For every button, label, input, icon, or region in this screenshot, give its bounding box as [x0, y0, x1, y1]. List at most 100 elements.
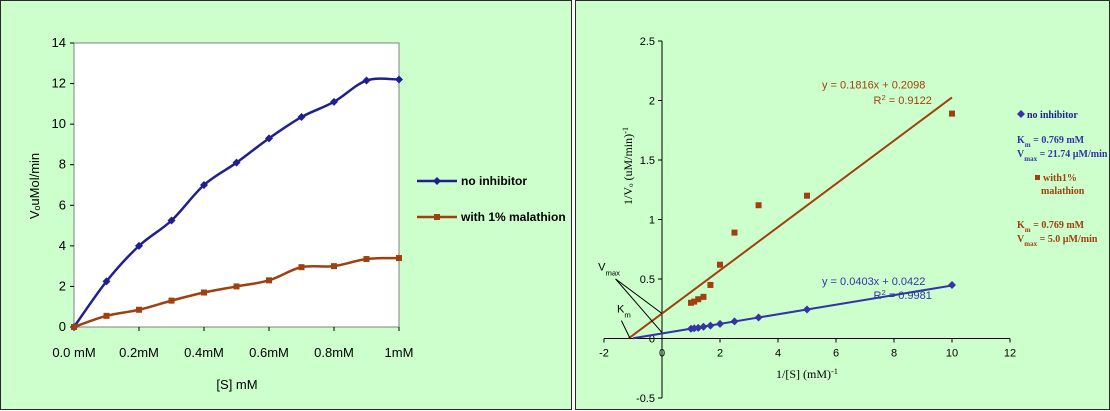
data-point: [755, 202, 762, 209]
data-point: [948, 280, 956, 289]
vmax-annotation: Vmax: [598, 262, 620, 278]
lineweaver-burk-panel: -2 0 2 4 6 8 10 12 -0.5 0 0.5 1 1.5 2 2.5 1/[S] (mM)-1 1…: [575, 0, 1110, 410]
x-tick-label: 2: [717, 348, 723, 360]
legend-marker: [1035, 175, 1040, 180]
data-point: [730, 317, 739, 326]
x-tick-label: 10: [946, 348, 958, 360]
data-point: [103, 312, 110, 319]
plot-area: [73, 42, 400, 328]
data-point: [717, 261, 723, 268]
data-point: [266, 277, 272, 284]
lineweaver-burk-chart: -2 0 2 4 6 8 10 12 -0.5 0 0.5 1 1.5 2 2.5 1/[S] (mM)-1 1…: [598, 36, 1108, 405]
y-tick-label: 1: [649, 215, 655, 227]
legend-marker: [433, 177, 441, 185]
data-point: [803, 305, 811, 314]
vmax-value-malathion: Vmax = 5.0 µM/min: [1017, 234, 1098, 248]
y-tick-label: 10: [52, 116, 66, 131]
data-point: [804, 192, 810, 199]
data-point: [167, 216, 176, 225]
y-axis-title: 1/Vₒ (uM/min)-1: [621, 127, 636, 205]
x-tick-label: 12: [1004, 348, 1016, 360]
data-point: [363, 256, 370, 263]
legend-marker: [434, 214, 440, 220]
x-axis-title: 1/[S] (mM)-1: [776, 366, 838, 381]
data-point: [232, 158, 241, 167]
data-point: [754, 313, 763, 322]
data-point: [233, 283, 240, 290]
x-tick-label: 4: [775, 348, 781, 360]
y-tick-label: 6: [59, 197, 66, 212]
legend-label-line-1: with1%: [1043, 173, 1077, 184]
y-tick-label: 8: [59, 157, 66, 172]
data-point: [362, 76, 371, 85]
y-tick-label: 4: [59, 238, 66, 253]
r-squared-label: R2 = 0.9981: [873, 288, 931, 303]
data-point: [201, 289, 207, 296]
y-tick-label: 12: [52, 76, 66, 91]
data-point: [330, 97, 338, 106]
x-tick-label: 8: [891, 348, 897, 360]
y-tick-label: -0.5: [636, 393, 655, 405]
y-tick-label: 1.5: [640, 155, 655, 167]
data-point: [731, 229, 738, 236]
y-tick-label: 0: [649, 334, 655, 346]
data-point: [298, 264, 305, 271]
left-y-axis-title: VₒuMol/min: [27, 153, 42, 219]
km-value-malathion: Km = 0.769 mM: [1017, 220, 1085, 234]
data-point: [396, 255, 402, 262]
legend-label: with 1% malathion: [460, 210, 566, 224]
x-tick-label: 0.4mM: [184, 345, 224, 360]
km-annotation: Km: [617, 303, 631, 319]
km-value-no-inhibitor: Km = 0.769 mM: [1017, 135, 1085, 149]
x-tick-label: 0.2mM: [119, 345, 159, 360]
data-point: [297, 113, 306, 122]
vmax-arrow-brown: [615, 278, 663, 314]
y-tick-label: 2: [59, 278, 66, 293]
y-tick-label: 2: [649, 96, 655, 108]
x-tick-label: -2: [599, 348, 609, 360]
trendline-malathion: [628, 96, 953, 340]
km-arrow: [620, 320, 631, 339]
legend-label: no inhibitor: [461, 174, 527, 188]
data-point: [700, 293, 707, 300]
data-point: [200, 181, 208, 189]
y-tick-label: 14: [52, 35, 66, 50]
r-squared-label: R2 = 0.9122: [873, 93, 931, 108]
data-point: [707, 281, 714, 288]
data-point: [695, 296, 702, 303]
data-point: [716, 319, 724, 328]
trendline-equation: y = 0.0403x + 0.0422: [822, 276, 925, 288]
data-point: [694, 323, 703, 332]
data-point: [395, 75, 403, 84]
y-tick-label: 0.5: [640, 274, 655, 286]
x-tick-label: 0: [659, 348, 665, 360]
vmax-arrow-blue: [615, 278, 663, 333]
trendline-no-inhibitor: [632, 284, 953, 340]
legend-label: no inhibitor: [1027, 110, 1078, 121]
data-point: [168, 297, 175, 304]
data-point: [135, 241, 143, 250]
x-tick-label: 1mM: [385, 345, 414, 360]
data-point: [71, 324, 77, 330]
y-tick-label: 0: [59, 319, 66, 334]
data-point: [688, 299, 694, 306]
trendline-equation: y = 0.1816x + 0.2098: [822, 80, 925, 92]
x-tick-label: 0.8mM: [314, 345, 354, 360]
data-point: [102, 277, 111, 286]
legend-label-line-2: malathion: [1041, 186, 1085, 197]
legend-marker: [1017, 110, 1025, 118]
data-point: [691, 298, 698, 305]
data-point: [331, 263, 337, 270]
vmax-value-no-inhibitor: Vmax = 21.74 µM/min: [1017, 149, 1108, 163]
data-point: [706, 321, 715, 330]
x-tick-label: 0.0 mM: [52, 345, 95, 360]
michaelis-menten-panel: VₒuMol/min [S] mM 0 2 4 6 8 10 12 14 0.0 mM 0.2mM…: [0, 0, 572, 410]
data-point: [699, 322, 708, 331]
x-tick-label: 0.6mM: [249, 345, 289, 360]
left-x-axis-title: [S] mM: [216, 377, 257, 392]
data-point: [265, 134, 273, 143]
data-point: [949, 110, 955, 117]
michaelis-menten-chart: VₒuMol/min [S] mM 0 2 4 6 8 10 12 14 0.0 mM 0.2mM…: [27, 35, 566, 392]
y-tick-label: 2.5: [640, 36, 655, 48]
data-point: [136, 306, 142, 313]
